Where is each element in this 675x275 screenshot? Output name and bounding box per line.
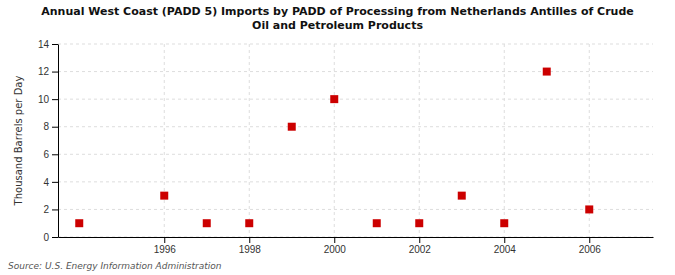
tick-label: 8 (43, 121, 49, 132)
tick-label: 4 (43, 177, 49, 188)
points (75, 68, 593, 228)
tick-mark (52, 99, 58, 100)
tick-label: 2002 (409, 244, 432, 255)
tick: 2006 (579, 237, 602, 255)
tick-mark (504, 237, 505, 243)
y-axis: 0 2 4 6 8 10 12 14 (38, 39, 59, 243)
tick-mark (589, 237, 590, 243)
point (203, 219, 211, 227)
tick: 2004 (494, 237, 517, 255)
tick: 8 (43, 121, 58, 132)
point (500, 219, 508, 227)
title: Annual West Coast (PADD 5) Imports by PA… (41, 5, 634, 32)
tick-mark (52, 154, 58, 155)
source: Source: U.S. Energy Information Administ… (8, 261, 222, 271)
point (330, 95, 338, 103)
tick: 2002 (409, 237, 432, 255)
grid-line-y (58, 44, 653, 45)
point (543, 68, 551, 76)
tick-label: 0 (43, 232, 49, 243)
tick-label: 10 (38, 94, 50, 105)
grid-line-y (58, 209, 653, 210)
plot: 1996 1998 2000 2002 2004 2006 0 2 4 6 8 10 12 14 Thous… (13, 39, 654, 255)
point (373, 219, 381, 227)
point (415, 219, 423, 227)
tick-mark (52, 44, 58, 45)
tick-mark (52, 182, 58, 183)
tick-label: 6 (43, 149, 49, 160)
tick-label: 2 (43, 204, 49, 215)
point (245, 219, 253, 227)
tick: 10 (38, 94, 58, 105)
tick-label: 2000 (324, 244, 347, 255)
grid-line-y (58, 126, 653, 127)
tick-label: 1996 (154, 244, 177, 255)
tick: 4 (43, 177, 58, 188)
tick: 0 (43, 232, 58, 243)
point (160, 192, 168, 200)
point (288, 123, 296, 131)
axis-line (58, 45, 59, 238)
grid-line-y (58, 181, 653, 182)
grid-line-x (504, 44, 505, 237)
grid-line-y (58, 154, 653, 155)
grid-line-y (58, 237, 653, 238)
tick: 1998 (239, 237, 262, 255)
y-axis-label: Thousand Barrels per Day (13, 76, 24, 207)
tick-label: 1998 (239, 244, 262, 255)
grid (58, 44, 653, 237)
tick-label: 12 (38, 66, 50, 77)
x-axis: 1996 1998 2000 2002 2004 2006 (59, 237, 654, 255)
tick-mark (52, 209, 58, 210)
title-line: Annual West Coast (PADD 5) Imports by PA… (41, 5, 634, 18)
tick: 14 (38, 39, 58, 50)
tick: 6 (43, 149, 58, 160)
tick-mark (419, 237, 420, 243)
point (458, 192, 466, 200)
tick: 2000 (324, 237, 347, 255)
tick-mark (52, 237, 58, 238)
tick-mark (164, 237, 165, 243)
grid-line-x (249, 44, 250, 237)
tick-label: 14 (38, 39, 50, 50)
tick: 12 (38, 66, 58, 77)
grid-line-x (419, 44, 420, 237)
tick-mark (52, 127, 58, 128)
tick-mark (334, 237, 335, 243)
axis-line (59, 237, 654, 238)
point (75, 219, 83, 227)
tick-label: 2004 (494, 244, 517, 255)
tick-label: 2006 (579, 244, 602, 255)
chart: Annual West Coast (PADD 5) Imports by PA… (0, 0, 675, 275)
tick: 1996 (154, 237, 177, 255)
grid-line-x (164, 44, 165, 237)
grid-line-y (58, 71, 653, 72)
tick-mark (249, 237, 250, 243)
grid-line-x (334, 44, 335, 237)
tick-mark (52, 72, 58, 73)
tick: 2 (43, 204, 58, 215)
grid-line-y (58, 99, 653, 100)
title-line: Oil and Petroleum Products (252, 19, 423, 32)
point (585, 205, 593, 213)
